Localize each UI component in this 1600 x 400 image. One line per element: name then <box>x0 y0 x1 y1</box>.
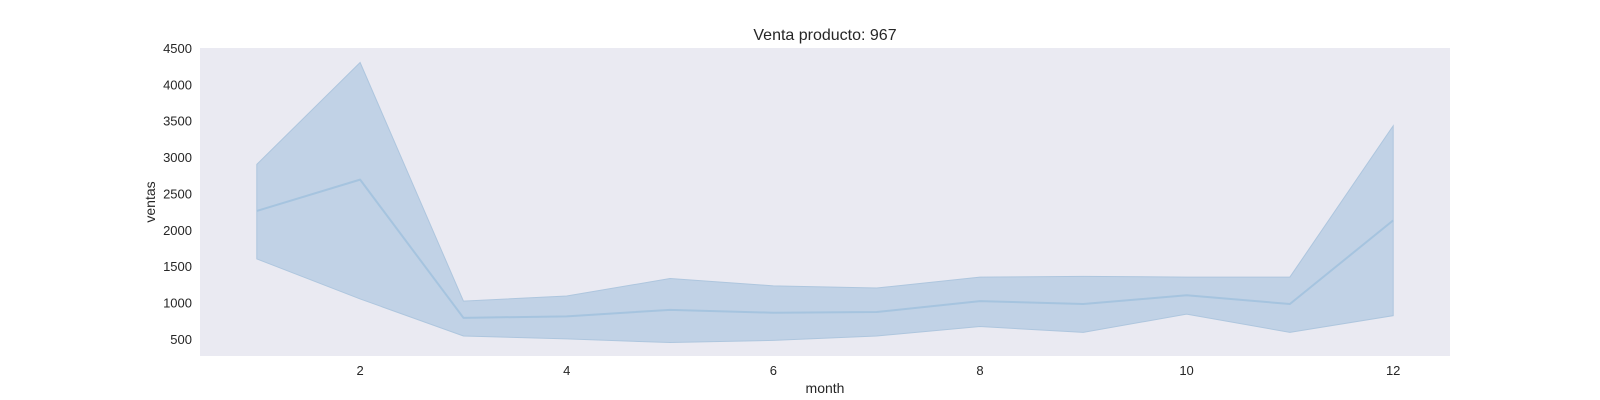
x-tick-label: 4 <box>563 363 570 378</box>
x-tick-label: 8 <box>976 363 983 378</box>
y-tick-label: 1500 <box>163 259 192 274</box>
y-tick-label: 500 <box>170 332 192 347</box>
y-tick-label: 4500 <box>163 41 192 56</box>
y-tick-label: 2000 <box>163 223 192 238</box>
chart-title: Venta producto: 967 <box>753 27 896 44</box>
y-tick-label: 3500 <box>163 114 192 129</box>
x-tick-label: 2 <box>357 363 364 378</box>
y-tick-label: 3000 <box>163 150 192 165</box>
x-axis-label: month <box>806 380 845 396</box>
y-tick-label: 4000 <box>163 77 192 92</box>
series-line <box>256 178 1394 319</box>
confidence-band <box>256 61 1394 344</box>
y-tick-label: 1000 <box>163 296 192 311</box>
x-axis-ticks: 2 4 6 8 10 12 <box>357 363 1401 378</box>
y-axis-ticks: 500 1000 1500 2000 2500 3000 3500 4000 4500 <box>163 41 192 347</box>
y-tick-label: 2500 <box>163 186 192 201</box>
series-line-layer <box>256 178 1394 319</box>
x-tick-label: 10 <box>1179 363 1193 378</box>
x-tick-label: 6 <box>770 363 777 378</box>
x-tick-label: 12 <box>1386 363 1400 378</box>
y-axis-label: ventas <box>142 181 158 222</box>
confidence-band-layer <box>256 61 1394 344</box>
